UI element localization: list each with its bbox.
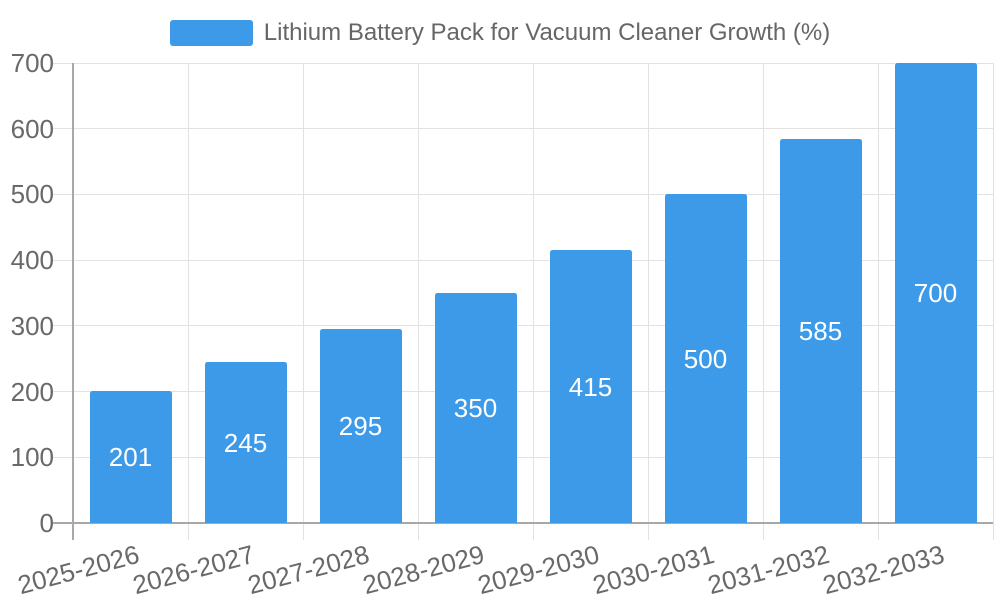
- x-gridline: [417, 63, 419, 540]
- x-axis-label: 2029-2030: [474, 538, 603, 601]
- legend-item[interactable]: Lithium Battery Pack for Vacuum Cleaner …: [0, 19, 1000, 47]
- x-gridline: [302, 63, 304, 540]
- bar[interactable]: [549, 250, 632, 523]
- y-axis-label: 700: [10, 48, 54, 78]
- x-axis-label: 2028-2029: [359, 538, 488, 601]
- x-axis-line: [53, 522, 993, 524]
- bar-value-label: 500: [683, 343, 728, 374]
- bar-value-label: 245: [223, 427, 268, 458]
- y-axis-label: 200: [10, 376, 54, 407]
- y-axis-label: 400: [10, 245, 54, 276]
- x-gridline: [647, 63, 649, 540]
- bar-value-label: 700: [913, 278, 958, 308]
- x-gridline: [532, 63, 534, 540]
- x-axis-label: 2025-2026: [14, 538, 143, 601]
- bar[interactable]: [894, 63, 977, 523]
- y-axis-label: 500: [10, 179, 54, 210]
- legend-label: Lithium Battery Pack for Vacuum Cleaner …: [263, 19, 831, 46]
- legend-swatch: [169, 20, 253, 46]
- x-axis-label: 2031-2032: [704, 538, 833, 601]
- bar[interactable]: [779, 138, 862, 523]
- y-gridline: [53, 62, 993, 64]
- y-axis-label: 0: [39, 508, 54, 538]
- x-axis-label: 2032-2033: [819, 538, 948, 601]
- bar[interactable]: [434, 293, 517, 523]
- bar[interactable]: [664, 194, 747, 523]
- y-axis-line: [72, 63, 74, 540]
- x-gridline: [877, 63, 879, 540]
- x-gridline: [762, 63, 764, 540]
- bar[interactable]: [204, 362, 287, 523]
- y-axis-label: 600: [10, 113, 54, 144]
- x-axis-label: 2026-2027: [129, 538, 258, 601]
- bar[interactable]: [319, 329, 402, 523]
- bar-value-label: 350: [453, 393, 498, 423]
- x-axis-label: 2027-2028: [244, 538, 373, 601]
- y-gridline: [53, 391, 993, 393]
- y-gridline: [53, 259, 993, 261]
- y-gridline: [53, 325, 993, 327]
- y-gridline: [53, 456, 993, 458]
- bar-value-label: 415: [568, 371, 613, 402]
- y-axis-label: 300: [10, 310, 54, 341]
- bar-value-label: 295: [338, 411, 383, 442]
- y-gridline: [53, 193, 993, 195]
- bar-value-label: 585: [798, 315, 843, 346]
- x-gridline: [187, 63, 189, 540]
- x-gridline: [992, 63, 994, 540]
- y-axis-label: 100: [10, 442, 54, 473]
- bar-value-label: 201: [108, 441, 153, 472]
- x-axis-label: 2030-2031: [589, 538, 718, 601]
- y-gridline: [53, 128, 993, 130]
- bar[interactable]: [89, 390, 172, 523]
